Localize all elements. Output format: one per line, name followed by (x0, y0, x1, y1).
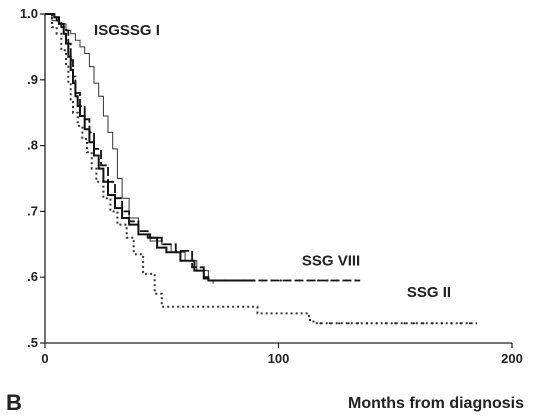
censor-mark (412, 322, 415, 325)
censor-mark (307, 279, 310, 282)
censor-mark (459, 322, 462, 325)
y-tick-label: .8 (27, 138, 38, 153)
censor-mark (384, 322, 387, 325)
censor-mark (289, 279, 292, 282)
censor-mark (326, 279, 329, 282)
censor-mark (356, 322, 359, 325)
censor-mark (298, 279, 301, 282)
series-line-3 (45, 13, 256, 282)
censor-mark (394, 322, 397, 325)
ticks: .5 .6 .7 .8 .9 1.0 0 100 200 (20, 6, 523, 366)
series-annotation: SSG VIII (302, 252, 360, 269)
y-tick-label: .7 (27, 203, 38, 218)
annotations: ISGSSG I SSG VIII SSG II (94, 22, 451, 301)
censor-mark (375, 322, 378, 325)
y-tick-label: .5 (27, 335, 38, 350)
series-line-2 (45, 13, 477, 325)
x-tick-label: 200 (501, 351, 523, 366)
censor-mark (450, 322, 453, 325)
series-annotation: SSG II (407, 284, 451, 301)
censor-mark (468, 322, 472, 325)
censor-mark (261, 279, 264, 282)
censor-mark (279, 279, 282, 282)
censor-mark (366, 322, 369, 325)
censor-mark (422, 322, 425, 325)
series-annotation: ISGSSG I (94, 22, 160, 39)
series-line-1 (45, 13, 361, 282)
y-tick-label: .9 (27, 72, 38, 87)
y-tick-label: 1.0 (20, 6, 38, 21)
censor-mark (270, 279, 273, 282)
censor-mark (354, 279, 357, 282)
censor-mark (335, 279, 338, 282)
panel-label: B (6, 390, 22, 415)
plot-lines (45, 13, 477, 325)
censor-mark (319, 322, 322, 325)
x-tick-label: 0 (41, 351, 48, 366)
y-tick-label: .6 (27, 269, 38, 284)
censor-mark (440, 322, 443, 325)
x-tick-label: 100 (268, 351, 290, 366)
censor-mark (431, 322, 434, 325)
censor-mark (328, 322, 331, 325)
censor-mark (338, 322, 341, 325)
censor-mark (347, 322, 350, 325)
x-axis-title: Months from diagnosis (348, 395, 524, 412)
censor-mark (403, 322, 406, 325)
censor-mark (317, 279, 320, 282)
censor-mark (345, 279, 348, 282)
